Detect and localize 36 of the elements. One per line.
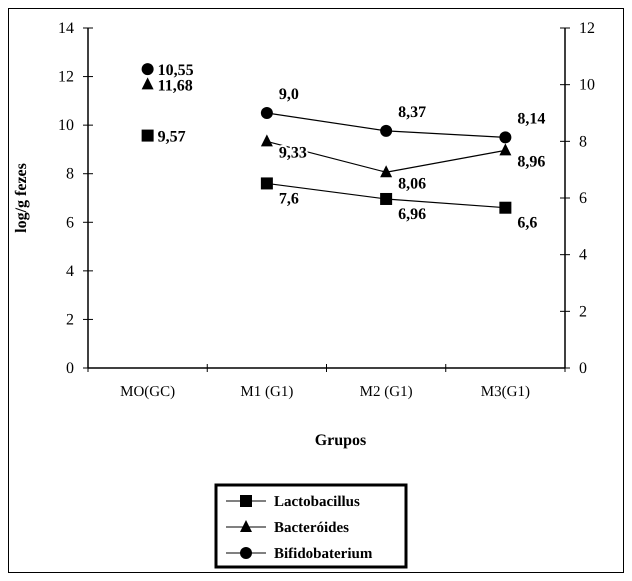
x-axis-title: Grupos: [314, 432, 366, 449]
y-axis-title: log/g fezes: [13, 163, 30, 233]
x-tick-label: M1 (G1): [240, 384, 294, 400]
y-tick-label: 0: [66, 360, 74, 377]
y2-tick-label: 10: [579, 76, 595, 94]
data-label: 9,57: [158, 128, 186, 146]
y-tick-label: 14: [58, 20, 74, 37]
data-label: 8,96: [517, 153, 546, 170]
data-label: 8,06: [398, 175, 426, 192]
data-label: 6,6: [517, 214, 538, 232]
data-label: 6,96: [398, 206, 426, 223]
legend-label: Bacteróides: [274, 520, 350, 536]
data-label: 7,6: [278, 190, 299, 208]
y2-tick-label: 12: [579, 20, 595, 37]
y-tick-label: 4: [66, 262, 74, 280]
data-label: 9,0: [278, 86, 299, 103]
y-tick-label: 8: [66, 166, 74, 183]
legend-label: Bifidobaterium: [274, 546, 373, 562]
y2-tick-label: 0: [579, 360, 587, 377]
data-label: 10,55: [158, 62, 194, 80]
y2-tick-label: 4: [579, 246, 587, 264]
legend-label: Lactobacillus: [274, 494, 360, 510]
y2-tick-label: 2: [579, 303, 587, 320]
y-tick-label: 12: [58, 68, 74, 86]
y2-tick-label: 8: [579, 133, 587, 150]
x-tick-label: MO(GC): [120, 384, 176, 400]
x-tick-label: M2 (G1): [360, 384, 413, 400]
x-tick-label: M3(G1): [480, 384, 530, 400]
y2-tick-label: 6: [579, 190, 587, 207]
y-tick-label: 10: [58, 117, 74, 134]
data-label: 9,33: [278, 144, 307, 162]
data-label: 8,14: [517, 110, 546, 128]
y-tick-label: 6: [66, 214, 74, 232]
data-label: 11,68: [158, 77, 193, 94]
y-tick-label: 2: [66, 311, 74, 328]
data-label: 8,37: [398, 104, 426, 121]
